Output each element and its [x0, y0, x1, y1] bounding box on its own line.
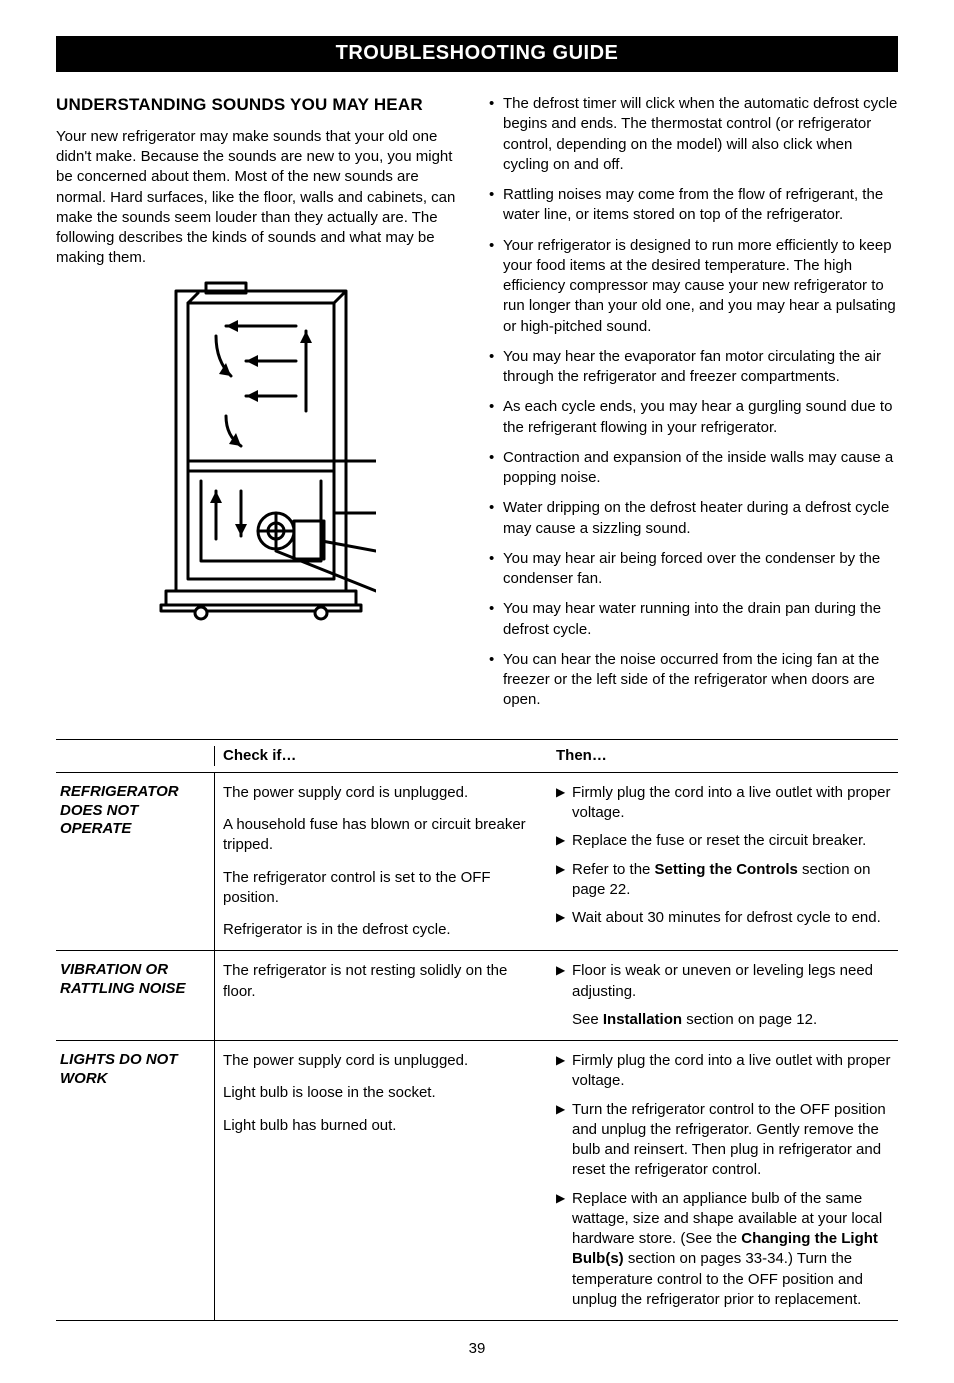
sound-bullet: The defrost timer will click when the au…: [489, 94, 898, 175]
table-row: LIGHTS DO NOT WORKThe power supply cord …: [56, 1041, 898, 1320]
check-item: A household fuse has blown or circuit br…: [223, 815, 538, 856]
then-item: Replace the fuse or reset the circuit br…: [556, 831, 894, 851]
page-header: TROUBLESHOOTING GUIDE: [56, 36, 898, 72]
check-item: The refrigerator control is set to the O…: [223, 868, 538, 909]
page-number: 39: [56, 1339, 898, 1359]
then-item: Wait about 30 minutes for defrost cycle …: [556, 908, 894, 928]
check-item: The power supply cord is unplugged.: [223, 1051, 538, 1071]
sound-bullet: You may hear air being forced over the c…: [489, 549, 898, 590]
check-cell: The refrigerator is not resting solidly …: [214, 951, 548, 1040]
sound-bullet: You can hear the noise occurred from the…: [489, 650, 898, 711]
problem-cell: LIGHTS DO NOT WORK: [56, 1041, 214, 1320]
then-cell: Firmly plug the cord into a live outlet …: [548, 1041, 898, 1320]
check-item: Light bulb is loose in the socket.: [223, 1083, 538, 1103]
left-column: UNDERSTANDING SOUNDS YOU MAY HEAR Your n…: [56, 94, 465, 721]
problem-cell: REFRIGERATOR DOES NOT OPERATE: [56, 773, 214, 951]
table-header-check: Check if…: [214, 746, 548, 766]
then-item: See Installation section on page 12.: [556, 1010, 894, 1030]
sound-bullet: Water dripping on the defrost heater dur…: [489, 498, 898, 539]
sound-bullet: You may hear water running into the drai…: [489, 599, 898, 640]
then-item: Firmly plug the cord into a live outlet …: [556, 783, 894, 824]
check-item: The refrigerator is not resting solidly …: [223, 961, 538, 1002]
sound-bullet: Rattling noises may come from the flow o…: [489, 185, 898, 226]
problem-cell: VIBRATION OR RATTLING NOISE: [56, 951, 214, 1040]
table-header-row: Check if… Then…: [56, 740, 898, 773]
sound-bullet: Contraction and expansion of the inside …: [489, 448, 898, 489]
sound-bullet: You may hear the evaporator fan motor ci…: [489, 347, 898, 388]
check-cell: The power supply cord is unplugged. Light…: [214, 1041, 548, 1320]
then-item: Refer to the Setting the Controls sectio…: [556, 860, 894, 901]
sound-bullet: As each cycle ends, you may hear a gurgl…: [489, 397, 898, 438]
then-item: Floor is weak or uneven or leveling legs…: [556, 961, 894, 1002]
troubleshooting-table: Check if… Then… REFRIGERATOR DOES NOT OP…: [56, 739, 898, 1322]
table-row: VIBRATION OR RATTLING NOISEThe refrigera…: [56, 951, 898, 1041]
refrigerator-diagram: [146, 281, 376, 621]
then-item: Turn the refrigerator control to the OFF…: [556, 1100, 894, 1181]
check-item: The power supply cord is unplugged.: [223, 783, 538, 803]
sounds-bullet-list: The defrost timer will click when the au…: [489, 94, 898, 711]
table-row: REFRIGERATOR DOES NOT OPERATEThe power s…: [56, 773, 898, 952]
then-item: Firmly plug the cord into a live outlet …: [556, 1051, 894, 1092]
then-cell: Floor is weak or uneven or leveling legs…: [548, 951, 898, 1040]
check-cell: The power supply cord is unplugged. A hou…: [214, 773, 548, 951]
two-column-layout: UNDERSTANDING SOUNDS YOU MAY HEAR Your n…: [56, 94, 898, 721]
intro-paragraph: Your new refrigerator may make sounds th…: [56, 127, 465, 269]
then-item: Replace with an appliance bulb of the sa…: [556, 1189, 894, 1311]
table-header-then: Then…: [548, 746, 898, 766]
check-item: Refrigerator is in the defrost cycle.: [223, 920, 538, 940]
section-subhead: UNDERSTANDING SOUNDS YOU MAY HEAR: [56, 94, 465, 117]
then-cell: Firmly plug the cord into a live outlet …: [548, 773, 898, 951]
right-column: The defrost timer will click when the au…: [489, 94, 898, 721]
sound-bullet: Your refrigerator is designed to run mor…: [489, 236, 898, 337]
check-item: Light bulb has burned out.: [223, 1116, 538, 1136]
table-header-problem: [56, 746, 214, 766]
